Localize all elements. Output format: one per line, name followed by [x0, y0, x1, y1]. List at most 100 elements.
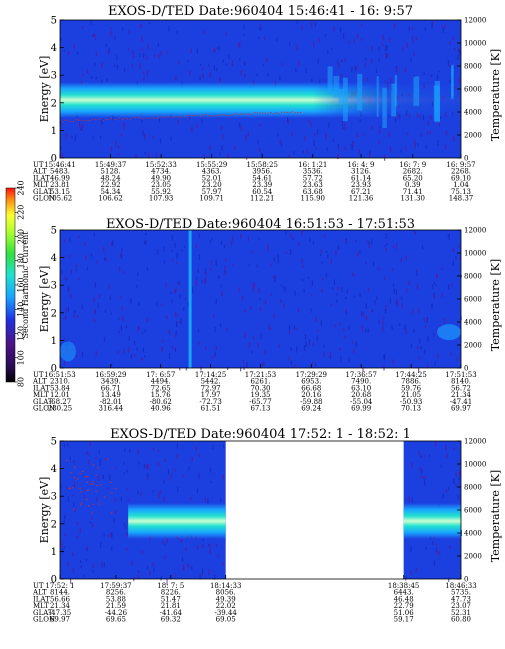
- noise-speck: [123, 522, 125, 525]
- noise-speck: [424, 454, 426, 458]
- ephemeris-value: 69.10: [451, 174, 471, 182]
- ephemeris-value: 23.07: [451, 602, 471, 610]
- noise-speck: [75, 263, 77, 268]
- noise-speck: [256, 264, 258, 268]
- noise-speck: [186, 563, 188, 567]
- noise-speck: [215, 345, 217, 350]
- noise-speck: [114, 510, 117, 515]
- noise-speck: [127, 487, 129, 490]
- noise-speck: [383, 354, 386, 361]
- noise-speck: [64, 533, 66, 537]
- noise-speck: [189, 70, 191, 76]
- noise-speck: [125, 325, 128, 329]
- ephemeris-value: 5483.: [50, 168, 70, 176]
- noise-speck: [385, 247, 387, 252]
- noise-speck: [70, 293, 72, 298]
- noise-speck: [342, 33, 345, 39]
- noise-speck: [95, 76, 97, 80]
- noise-speck: [143, 71, 145, 75]
- noise-speck: [60, 121, 62, 125]
- noise-speck: [78, 235, 80, 239]
- noise-speck: [365, 261, 367, 265]
- ephemeris-value: 18:38:45: [388, 582, 419, 590]
- ephemeris-value: 13.49: [101, 391, 121, 399]
- noise-speck: [181, 249, 183, 252]
- noise-speck: [385, 53, 388, 59]
- ephemeris-value: -72.73: [199, 398, 221, 406]
- noise-speck: [371, 58, 373, 64]
- ephemeris-value: 17:14:25: [195, 371, 226, 379]
- noise-speck: [219, 498, 222, 502]
- panel-title: EXOS-D/TED Date:960404 15:46:41 - 16: 9:…: [108, 4, 413, 19]
- noise-speck: [449, 545, 451, 549]
- ephemeris-value: 15:49:37: [95, 161, 126, 169]
- noise-speck: [222, 474, 224, 480]
- ephemeris-value: 22.92: [101, 181, 121, 189]
- noise-speck: [437, 353, 439, 359]
- temperature-point: [267, 112, 269, 114]
- noise-speck: [218, 45, 220, 51]
- noise-speck: [383, 276, 385, 280]
- spectrogram-background: [60, 230, 461, 368]
- noise-speck: [217, 555, 219, 558]
- noise-speck: [361, 310, 363, 317]
- y2-tick-label: 8000: [464, 484, 482, 492]
- noise-speck: [174, 242, 176, 249]
- band-patch: [327, 66, 333, 95]
- ephemeris-row-label: MLT: [33, 181, 49, 189]
- noise-speck: [70, 269, 73, 275]
- temperature-point: [108, 118, 110, 121]
- ephemeris-value: 22.79: [394, 602, 414, 610]
- noise-speck: [86, 69, 89, 74]
- noise-speck: [105, 257, 107, 262]
- noise-speck: [101, 62, 103, 68]
- noise-speck: [395, 301, 397, 304]
- noise-speck: [240, 233, 242, 240]
- noise-speck: [279, 138, 281, 145]
- ephemeris-value: 70.13: [401, 405, 421, 413]
- noise-speck: [458, 470, 461, 476]
- noise-speck: [132, 52, 135, 58]
- ephemeris-row-label: ILAT: [33, 174, 50, 182]
- noise-speck: [452, 248, 455, 253]
- noise-speck: [277, 254, 279, 258]
- noise-speck: [222, 562, 224, 566]
- noise-speck: [225, 32, 227, 36]
- noise-speck: [89, 442, 91, 447]
- noise-speck: [244, 332, 246, 339]
- noise-speck: [294, 364, 296, 368]
- noise-speck: [327, 254, 329, 259]
- noise-speck: [274, 276, 276, 283]
- noise-speck: [162, 339, 164, 343]
- band-patch: [434, 80, 440, 123]
- noise-speck: [65, 277, 68, 281]
- noise-speck: [214, 351, 216, 357]
- noise-speck: [117, 350, 119, 354]
- ephemeris-value: 15:58:25: [246, 161, 277, 169]
- noise-speck: [323, 344, 325, 348]
- noise-speck: [112, 240, 114, 246]
- noise-speck: [126, 469, 128, 473]
- noise-speck: [99, 135, 102, 140]
- noise-speck: [435, 547, 437, 553]
- ephemeris-value: 5735.: [451, 589, 471, 597]
- noise-speck: [176, 252, 178, 259]
- noise-speck: [361, 325, 363, 332]
- noise-speck: [239, 58, 241, 61]
- ephemeris-value: 65.20: [403, 174, 423, 182]
- noise-speck: [444, 144, 447, 150]
- noise-speck: [325, 273, 327, 278]
- noise-speck: [159, 490, 161, 495]
- noise-speck: [88, 453, 90, 456]
- noise-speck: [202, 67, 204, 71]
- ephemeris-value: 17:36:57: [345, 371, 376, 379]
- noise-speck: [204, 498, 207, 503]
- noise-speck: [128, 336, 130, 341]
- noise-speck: [114, 36, 116, 40]
- noise-speck: [419, 339, 421, 344]
- temperature-point: [254, 112, 256, 114]
- noise-speck: [209, 467, 211, 473]
- ephemeris-value: 17:51:53: [445, 371, 476, 379]
- y2-tick-label: 2000: [464, 132, 482, 140]
- noise-speck: [137, 574, 140, 579]
